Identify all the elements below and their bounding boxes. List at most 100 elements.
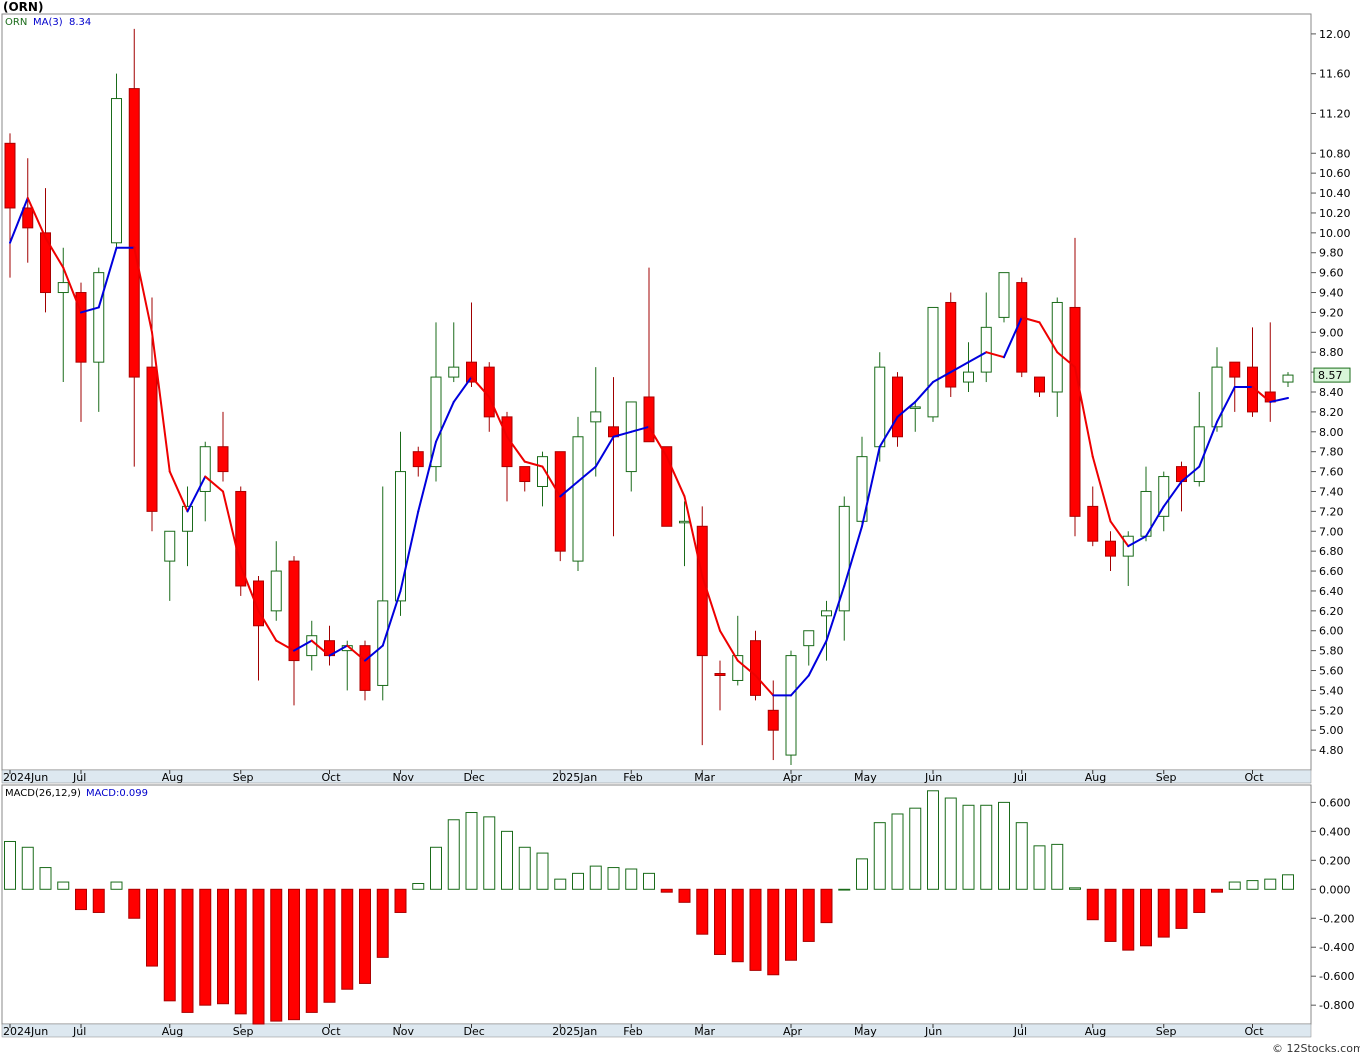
price-tick-label: 6.60 bbox=[1319, 565, 1344, 578]
candle-down bbox=[554, 451, 566, 552]
month-label: Mar bbox=[694, 771, 715, 784]
candle-down bbox=[661, 446, 673, 527]
price-tick-label: 10.40 bbox=[1319, 187, 1351, 200]
macd-bar-neg bbox=[820, 888, 833, 924]
month-label: May bbox=[854, 1025, 877, 1038]
macd-bar-neg bbox=[731, 888, 744, 963]
macd-bar-pos bbox=[1246, 880, 1259, 890]
macd-tick-label: 0.600 bbox=[1319, 796, 1351, 809]
ma-segment bbox=[310, 639, 331, 657]
macd-bar-neg bbox=[75, 888, 87, 911]
price-tick-label: 7.60 bbox=[1319, 466, 1344, 479]
macd-tick-label: -0.600 bbox=[1319, 970, 1354, 983]
ma-segment bbox=[239, 565, 260, 612]
macd-tick-label: 0.200 bbox=[1319, 854, 1351, 867]
price-tick-label: 7.40 bbox=[1319, 485, 1344, 498]
month-label: Feb bbox=[623, 1025, 642, 1038]
macd-bar-neg bbox=[1086, 888, 1099, 921]
macd-bar-pos bbox=[1264, 878, 1277, 890]
ma-segment bbox=[470, 376, 491, 398]
month-label: Oct bbox=[322, 1025, 342, 1038]
macd-bar-pos bbox=[110, 881, 123, 890]
ma-segment bbox=[1251, 386, 1272, 403]
macd-bar-neg bbox=[305, 888, 318, 1013]
ma-segment bbox=[736, 659, 757, 677]
candle-up bbox=[980, 326, 992, 373]
ma-segment bbox=[896, 400, 917, 418]
price-tick-label: 7.00 bbox=[1319, 525, 1344, 538]
ma-segment bbox=[186, 475, 207, 513]
month-label: Oct bbox=[322, 771, 342, 784]
candle-down bbox=[146, 366, 158, 512]
month-label: Sep bbox=[233, 771, 254, 784]
macd-bar-pos bbox=[465, 812, 478, 890]
macd-legend-value: MACD:0.099 bbox=[86, 788, 148, 799]
ma-segment bbox=[9, 197, 29, 244]
macd-bar-pos bbox=[57, 881, 70, 890]
ma-segment bbox=[701, 575, 721, 632]
candle-up bbox=[963, 371, 974, 383]
ma-segment bbox=[417, 440, 437, 513]
ma-segment bbox=[1269, 396, 1289, 403]
macd-bar-neg bbox=[359, 888, 371, 984]
month-label: Dec bbox=[464, 771, 485, 784]
candle-down bbox=[466, 361, 477, 383]
ma-segment bbox=[825, 584, 846, 642]
month-label: 2024Jun bbox=[3, 771, 48, 784]
macd-bar-neg bbox=[1193, 888, 1206, 913]
macd-bar-pos bbox=[1282, 874, 1294, 890]
ma-segment bbox=[293, 639, 313, 652]
axes bbox=[1, 13, 1316, 1038]
candle-down bbox=[945, 301, 957, 388]
legend-ticker: ORN bbox=[5, 17, 27, 28]
ma-segment bbox=[97, 246, 118, 309]
macd-bar-pos bbox=[856, 858, 868, 890]
macd-tick-label: -0.400 bbox=[1319, 941, 1354, 954]
ma-segment bbox=[1180, 465, 1201, 483]
ma-segment bbox=[861, 445, 881, 528]
macd-bar-pos bbox=[518, 846, 531, 890]
candle-down bbox=[217, 446, 229, 473]
candles bbox=[4, 28, 1294, 766]
price-tick-label: 8.20 bbox=[1319, 406, 1344, 419]
watermark: © 12Stocks.com bbox=[1272, 1042, 1360, 1055]
macd-bar-pos bbox=[412, 882, 425, 890]
month-label: Aug bbox=[1085, 1025, 1106, 1038]
candle-up bbox=[572, 436, 584, 562]
ma-segment bbox=[26, 197, 47, 239]
macd-bar-neg bbox=[199, 888, 212, 1006]
ma-segment bbox=[506, 435, 526, 463]
ma-segment bbox=[932, 371, 952, 384]
candle-down bbox=[696, 525, 708, 657]
macd-bar-neg bbox=[714, 888, 726, 955]
macd-bar-neg bbox=[749, 888, 762, 971]
macd-tick-label: 0.400 bbox=[1319, 825, 1351, 838]
candle-up bbox=[93, 272, 105, 363]
macd-bar-neg bbox=[341, 888, 354, 990]
last-price-label: 8.57 bbox=[1318, 369, 1343, 382]
macd-bar-pos bbox=[980, 804, 993, 890]
macd-bar-neg bbox=[1140, 888, 1152, 947]
month-label: 2025Jan bbox=[552, 1025, 597, 1038]
price-tick-label: 5.20 bbox=[1319, 704, 1344, 717]
price-tick-label: 11.60 bbox=[1319, 68, 1351, 81]
macd-bar-pos bbox=[927, 790, 939, 890]
macd-bars bbox=[4, 790, 1294, 1025]
candle-up bbox=[803, 630, 815, 647]
macd-tick-label: -0.800 bbox=[1319, 999, 1354, 1012]
candle-up bbox=[927, 306, 939, 418]
month-label: Oct bbox=[1245, 771, 1265, 784]
legend-ma-label: MA(3) bbox=[33, 17, 63, 28]
candle-down bbox=[128, 88, 140, 378]
price-tick-label: 5.80 bbox=[1319, 645, 1344, 658]
month-label: Oct bbox=[1245, 1025, 1265, 1038]
ma-segment bbox=[630, 425, 650, 433]
macd-bar-pos bbox=[891, 813, 904, 890]
macd-bar-pos bbox=[944, 797, 957, 890]
ma-segment bbox=[452, 376, 473, 403]
macd-bar-pos bbox=[501, 830, 513, 890]
macd-bar-pos bbox=[1069, 887, 1081, 890]
macd-bar-neg bbox=[146, 888, 158, 967]
macd-bar-neg bbox=[323, 888, 336, 1003]
ma-segment bbox=[523, 460, 544, 468]
